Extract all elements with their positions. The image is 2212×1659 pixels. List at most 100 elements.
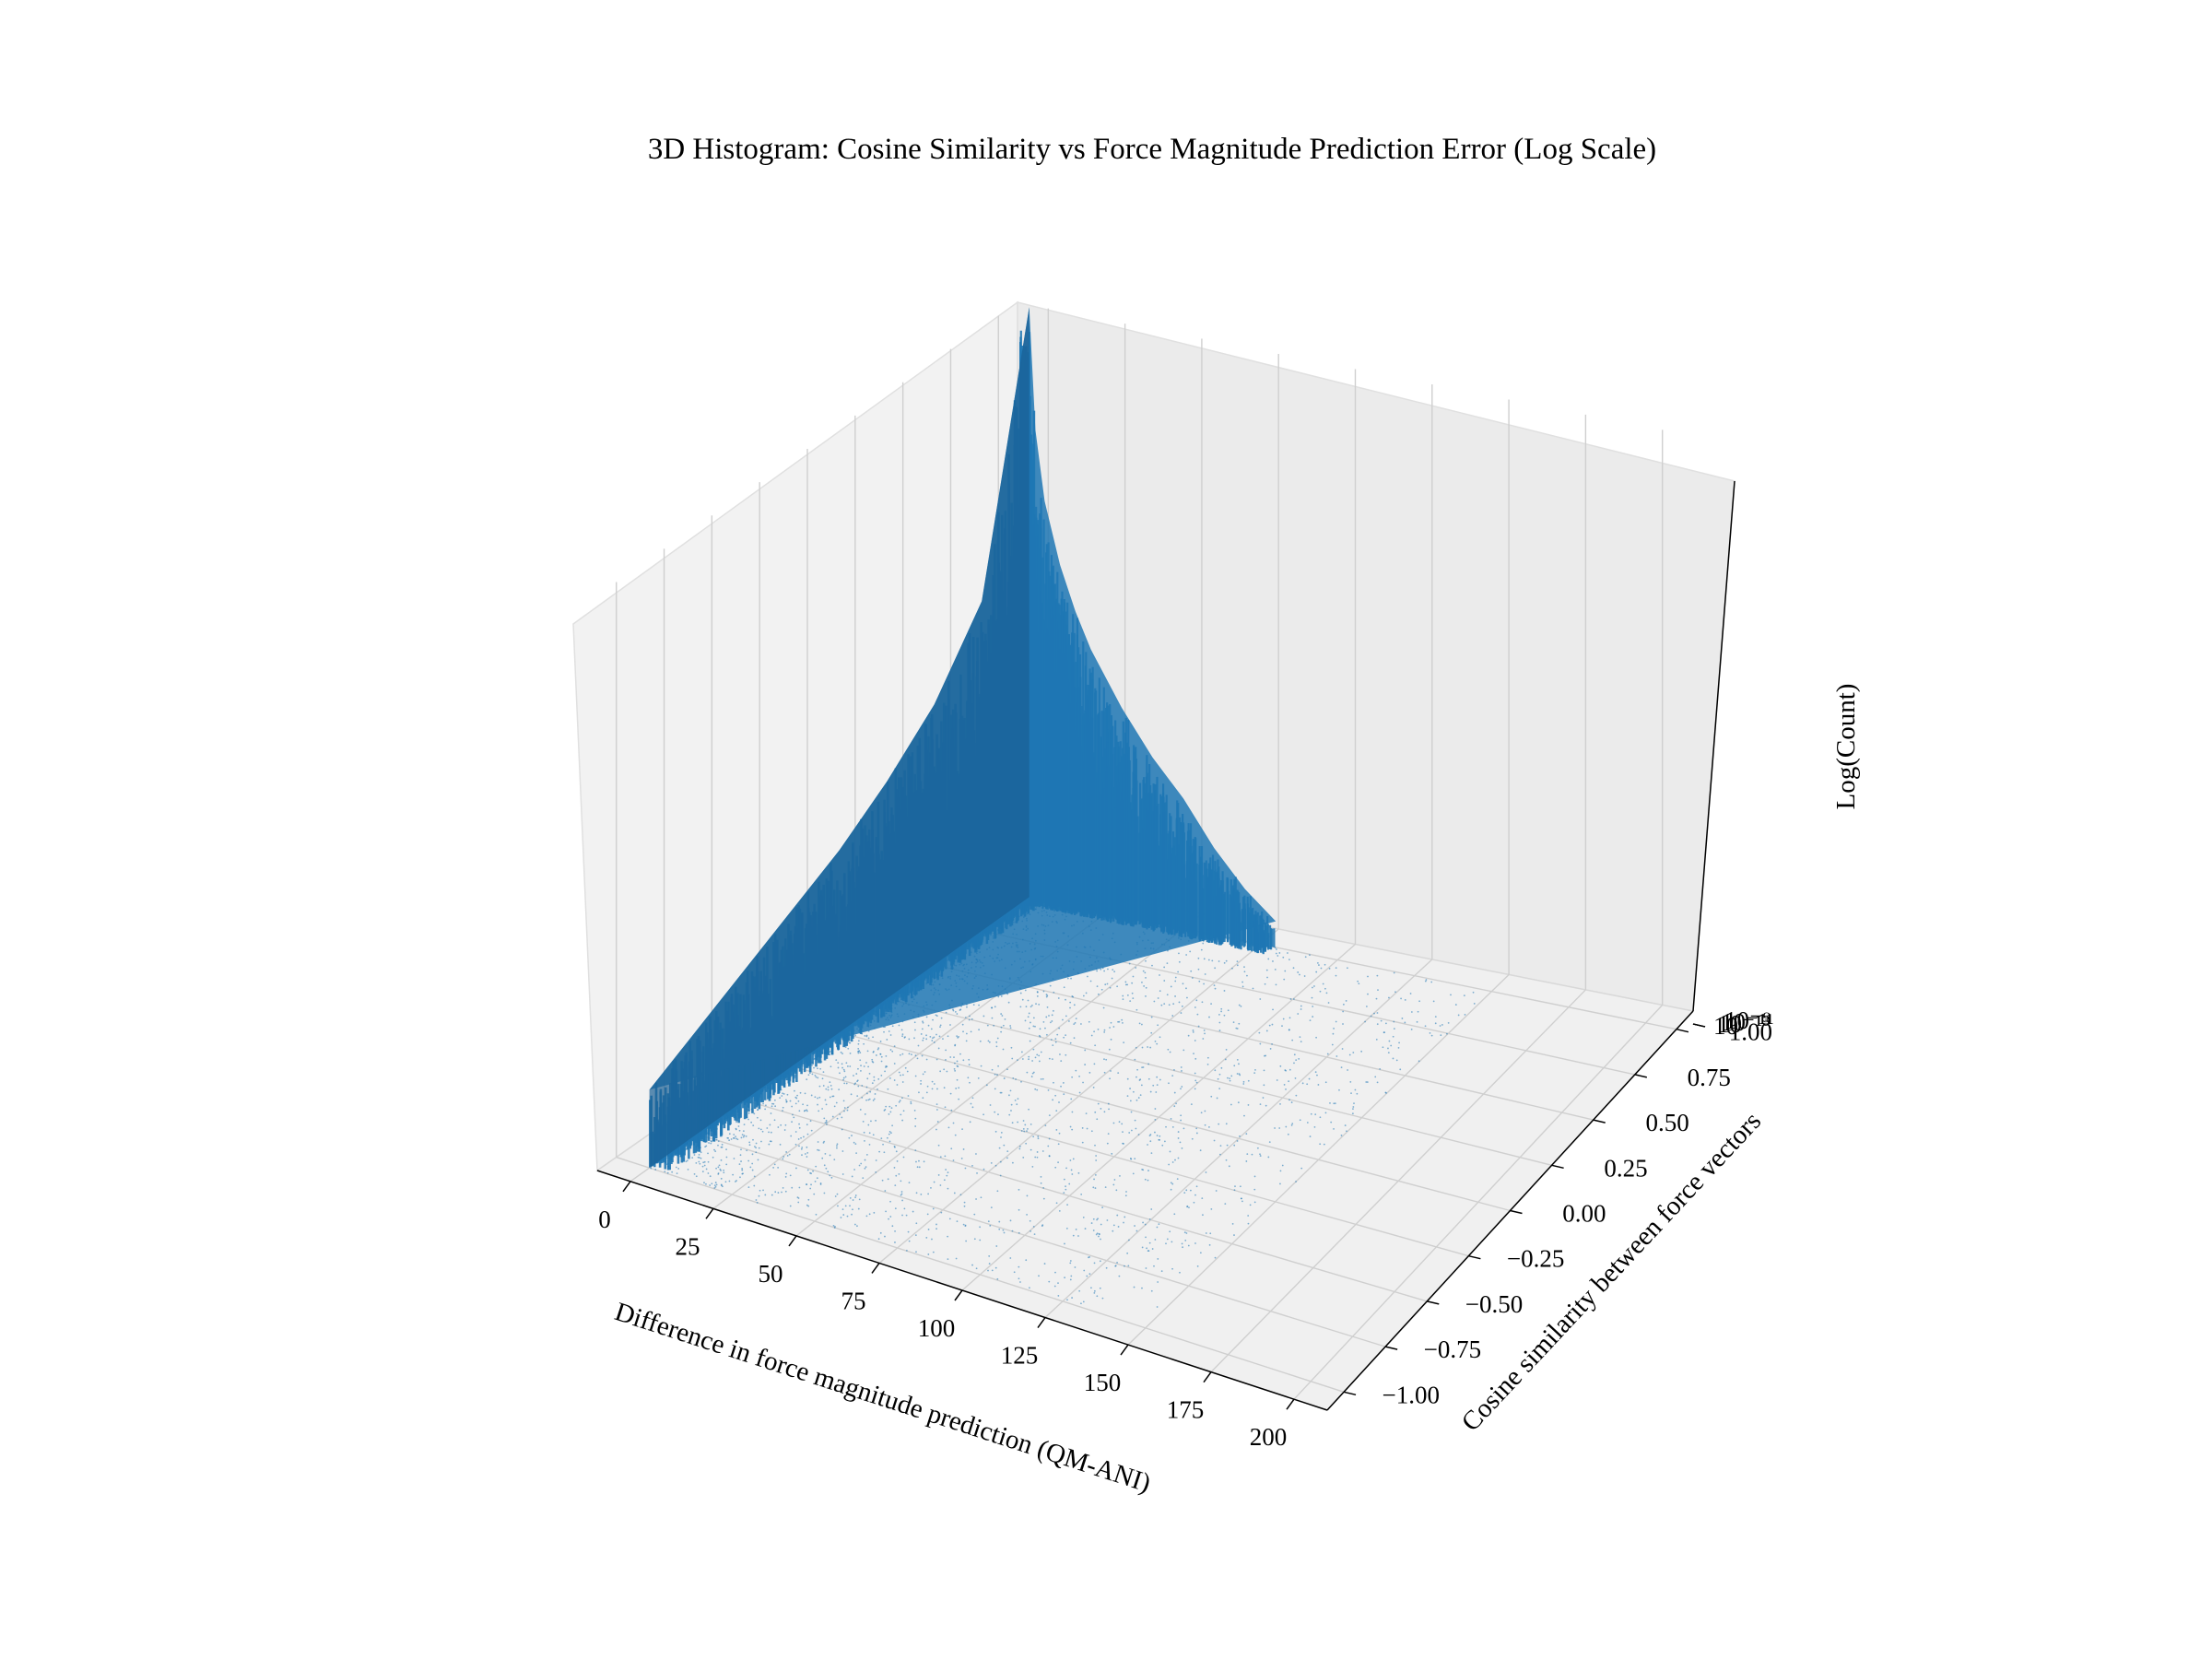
floor-speck [997,995,1000,998]
floor-speck [902,1156,905,1159]
floor-speck [985,1084,988,1087]
floor-speck [1210,1003,1212,1006]
floor-speck [1434,1016,1437,1018]
floor-speck [1220,1066,1223,1069]
floor-speck [1032,1226,1035,1228]
floor-speck [858,1198,861,1201]
floor-speck [1084,1064,1087,1065]
floor-speck [853,1075,854,1077]
floor-speck [1142,1221,1145,1224]
floor-speck [1002,1024,1005,1027]
floor-speck [720,1177,723,1180]
floor-speck [1145,995,1147,997]
floor-speck [1121,1018,1124,1021]
floor-speck [1124,983,1127,986]
floor-speck [994,1164,997,1167]
floor-speck [1066,1299,1068,1301]
floor-speck [1016,1103,1018,1106]
floor-speck [1218,1030,1221,1031]
floor-speck [830,1065,832,1068]
floor-speck [1104,983,1107,986]
floor-speck [867,1099,870,1101]
floor-speck [1179,1271,1181,1274]
floor-speck [962,1148,965,1150]
floor-speck [960,1157,963,1159]
floor-speck [713,1148,715,1151]
floor-speck [717,1140,720,1143]
floor-speck [1065,1167,1067,1170]
floor-speck [867,1124,870,1126]
floor-speck [868,1098,871,1100]
floor-speck [901,1081,904,1083]
floor-speck [853,1223,856,1226]
floor-speck [995,1045,998,1048]
floor-speck [844,1205,847,1207]
floor-speck [1210,1207,1213,1210]
floor-speck [890,1107,893,1109]
floor-speck [773,1119,776,1122]
floor-speck [1039,1035,1041,1038]
floor-speck [889,1216,892,1218]
floor-speck [1245,1160,1248,1162]
floor-speck [707,1160,710,1163]
floor-speck [1096,970,1099,972]
floor-speck [832,1224,835,1227]
floor-speck [1112,1230,1114,1232]
floor-speck [978,1029,980,1031]
floor-speck [815,1165,818,1168]
floor-speck [1070,1275,1073,1277]
floor-speck [1395,1059,1398,1062]
floor-speck [1135,967,1137,969]
floor-speck [961,1128,963,1131]
floor-speck [1195,1081,1198,1084]
floor-speck [703,1182,705,1184]
floor-speck [1309,1135,1312,1137]
floor-speck [842,1100,845,1102]
floor-speck [741,1172,744,1175]
floor-speck [785,1100,788,1102]
floor-speck [888,1140,891,1143]
floor-speck [1069,1260,1072,1262]
floor-speck [925,1038,928,1041]
floor-speck [795,1167,797,1170]
floor-speck [827,1171,830,1173]
floor-speck [888,1131,891,1133]
floor-speck [1279,1170,1282,1172]
floor-speck [1000,1136,1002,1138]
floor-speck [1019,1281,1021,1283]
floor-speck [1340,1135,1343,1136]
floor-speck [1042,1020,1045,1023]
floor-speck [1032,1025,1035,1028]
floor-speck [1173,1105,1176,1108]
floor-speck [1254,1069,1256,1071]
floor-speck [886,1039,888,1041]
floor-speck [1122,1131,1124,1134]
floor-speck [1113,1179,1116,1181]
floor-speck [1167,1048,1170,1051]
floor-speck [1207,959,1210,961]
floor-speck [895,1174,898,1177]
floor-speck [880,1060,883,1063]
floor-speck [868,1072,871,1075]
floor-speck [1242,1083,1245,1085]
floor-speck [940,1211,943,1214]
floor-speck [998,1220,1001,1223]
floor-speck [1194,1194,1196,1196]
floor-speck [1199,1149,1202,1152]
floor-speck [894,1241,896,1243]
floor-speck [784,1176,787,1178]
floor-speck [794,1089,795,1092]
floor-speck [837,1205,839,1207]
floor-speck [891,1025,894,1028]
floor-speck [1332,1032,1335,1035]
floor-speck [893,1063,896,1065]
floor-speck [1272,1008,1274,1011]
floor-speck [901,1214,903,1217]
floor-speck [758,1127,760,1130]
floor-speck [1069,1262,1072,1265]
floor-speck [1057,1282,1059,1285]
floor-speck [1157,1281,1159,1283]
floor-speck [1111,977,1113,980]
floor-speck [994,1130,997,1133]
